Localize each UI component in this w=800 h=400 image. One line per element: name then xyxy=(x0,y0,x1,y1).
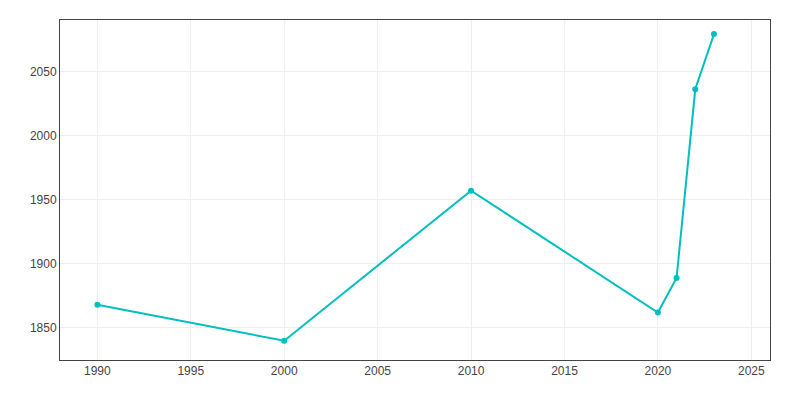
svg-text:1950: 1950 xyxy=(30,193,57,207)
svg-text:1850: 1850 xyxy=(30,321,57,335)
svg-text:2025: 2025 xyxy=(738,364,765,378)
svg-text:2050: 2050 xyxy=(30,65,57,79)
svg-text:1990: 1990 xyxy=(84,364,111,378)
svg-text:1900: 1900 xyxy=(30,257,57,271)
svg-text:1995: 1995 xyxy=(177,364,204,378)
svg-text:2010: 2010 xyxy=(458,364,485,378)
svg-text:2020: 2020 xyxy=(645,364,672,378)
svg-text:2015: 2015 xyxy=(551,364,578,378)
svg-text:2000: 2000 xyxy=(30,129,57,143)
svg-text:2000: 2000 xyxy=(271,364,298,378)
svg-text:2005: 2005 xyxy=(364,364,391,378)
